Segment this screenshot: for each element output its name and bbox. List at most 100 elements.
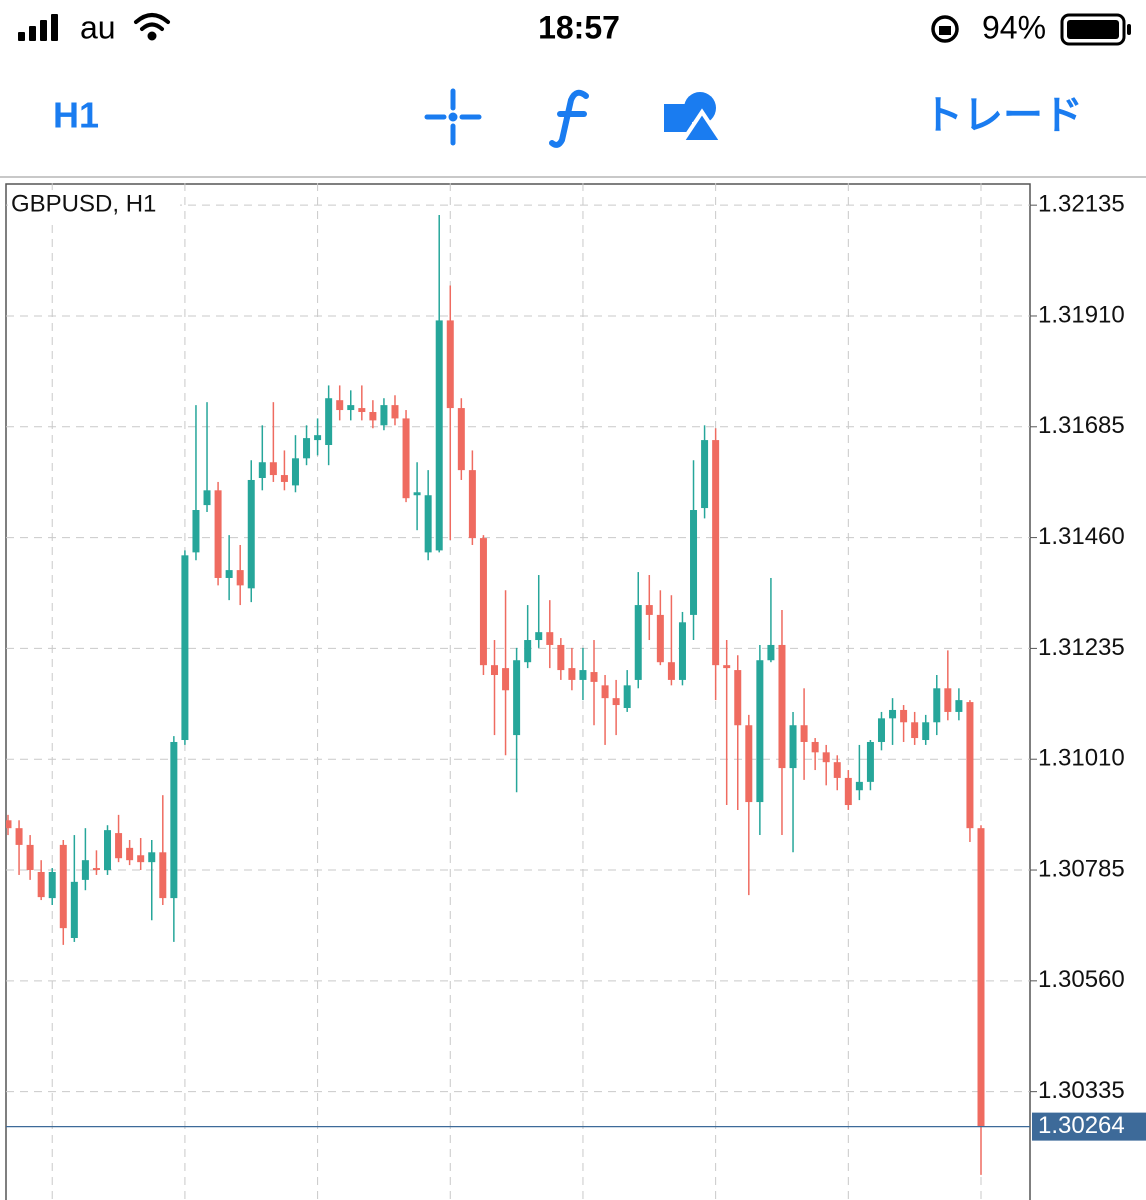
last-price-label: 1.30264 [1038, 1112, 1125, 1139]
candle-body [922, 722, 930, 741]
wifi-icon [134, 13, 170, 41]
candle-body [667, 662, 675, 680]
candle-body [280, 475, 288, 482]
rotation-lock-icon [931, 15, 959, 43]
candle-body [159, 852, 167, 899]
candle-body [678, 622, 686, 680]
status-bar: au 18:57 94% [18, 9, 1131, 46]
candle-body [446, 320, 454, 409]
candle-body [800, 725, 808, 742]
candle-body [457, 408, 465, 471]
crosshair-button[interactable] [424, 88, 482, 146]
toolbar: H1 トレード [53, 88, 1083, 148]
candle-body [690, 510, 698, 615]
candle-body [170, 741, 178, 899]
candle-body [734, 670, 742, 726]
candle-body [402, 418, 410, 499]
candle-body [634, 605, 642, 680]
candle-body [513, 660, 521, 736]
candle-body [601, 685, 609, 699]
candle-body [911, 722, 919, 739]
candle-body [424, 495, 432, 553]
candle-body [723, 665, 731, 669]
y-tick-label: 1.32135 [1038, 191, 1125, 218]
trade-button[interactable]: トレード [923, 94, 1083, 138]
y-tick-label: 1.30785 [1038, 855, 1125, 882]
y-tick-label: 1.31235 [1038, 634, 1125, 661]
candle-body [70, 881, 78, 938]
candle-body [557, 644, 565, 671]
candle-body [391, 405, 399, 419]
indicators-button[interactable] [549, 89, 589, 148]
chart-title: GBPUSD, H1 [11, 190, 156, 217]
candle-body [767, 644, 775, 661]
candle-body [524, 640, 532, 663]
candle-body [247, 479, 255, 589]
y-tick-label: 1.31460 [1038, 523, 1125, 550]
timeframe-button[interactable]: H1 [53, 95, 99, 136]
candle-body [822, 752, 830, 763]
candle-body [900, 709, 908, 723]
title-backdrop [8, 190, 180, 220]
candle-body [137, 855, 145, 863]
candle-body [590, 672, 598, 682]
candle-body [877, 718, 885, 742]
y-tick-label: 1.31910 [1038, 301, 1125, 328]
candle-body [468, 470, 476, 539]
candles [6, 215, 985, 1175]
candle-body [92, 868, 100, 871]
candle-body [115, 833, 123, 859]
candle-body [413, 492, 421, 496]
candle-body [933, 688, 941, 723]
candle-body [966, 702, 974, 829]
candle-body [612, 698, 620, 706]
clock: 18:57 [538, 9, 620, 45]
candle-body [535, 632, 543, 641]
candle-body [15, 828, 23, 845]
candle-body [380, 405, 388, 426]
candle-body [225, 570, 233, 578]
objects-button[interactable] [664, 92, 726, 144]
candle-body [148, 852, 156, 863]
price-axis: 1.32135 1.31910 1.31685 1.31460 1.31235 1.310… [1030, 191, 1125, 1104]
candle-body [811, 741, 819, 753]
candle-body [855, 781, 863, 791]
candle-body [889, 709, 897, 719]
candle-body [866, 741, 874, 782]
battery-percent: 94% [982, 9, 1046, 45]
candle-body [347, 405, 355, 411]
candle-body [48, 871, 56, 899]
candle-body [944, 688, 952, 712]
y-tick-label: 1.30560 [1038, 966, 1125, 993]
candle-body [358, 408, 366, 413]
candle-body [104, 830, 112, 871]
candle-body [214, 490, 222, 578]
candle-body [502, 668, 510, 691]
candle-body [955, 700, 963, 712]
candle-body [656, 614, 664, 663]
candle-body [59, 844, 67, 929]
candle-body [435, 320, 443, 551]
candle-body [546, 632, 554, 645]
carrier: au [80, 9, 116, 45]
candle-body [789, 725, 797, 769]
candle-body [314, 435, 322, 441]
candle-body [645, 605, 653, 615]
candle-body [756, 660, 764, 803]
candle-body [37, 871, 45, 898]
y-tick-label: 1.31685 [1038, 412, 1125, 439]
candle-body [579, 670, 587, 680]
candle-body [6, 820, 12, 829]
battery-icon [1060, 13, 1131, 46]
candle-body [26, 844, 34, 871]
candle-body [745, 725, 753, 803]
candle-body [479, 538, 487, 666]
candle-body [203, 490, 211, 506]
candle-body [258, 462, 266, 479]
y-tick-label: 1.30335 [1038, 1077, 1125, 1104]
candle-body [291, 458, 299, 486]
candle-body [269, 462, 277, 476]
candle-body [325, 398, 333, 446]
candle-body [701, 440, 709, 509]
